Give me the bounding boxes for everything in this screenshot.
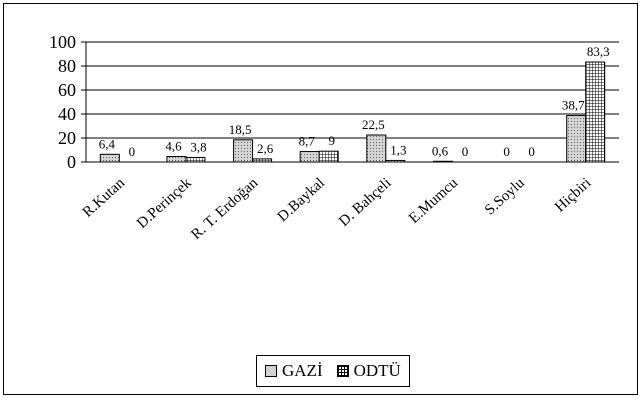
data-label: 3,8: [190, 139, 206, 154]
bar-gazi: [566, 115, 587, 163]
bar-gazi: [432, 160, 453, 163]
data-label: 83,3: [587, 44, 610, 59]
x-tick-label: D. Bahçeli: [336, 175, 394, 230]
data-label: 1,3: [390, 142, 406, 157]
data-label: 38,7: [562, 98, 585, 113]
y-tick-label: 20: [58, 128, 76, 148]
bar-odtu: [585, 61, 606, 163]
x-tick-label: Hiçbiri: [552, 175, 594, 215]
bar-odtu: [385, 159, 406, 163]
x-tick-label: R. T. Erdoğan: [188, 175, 261, 243]
data-label: 6,4: [99, 136, 116, 151]
y-tick-label: 0: [67, 152, 76, 172]
data-label: 0: [462, 144, 469, 159]
bar-odtu: [318, 150, 339, 163]
legend-label-gazi: GAZİ: [282, 361, 323, 380]
y-tick-label: 80: [58, 56, 76, 76]
x-tick-label: R.Kutan: [80, 175, 129, 221]
legend: GAZİ ODTÜ: [256, 355, 410, 387]
data-label: 0: [129, 144, 136, 159]
data-label: 9: [328, 133, 335, 148]
bar-gazi: [99, 153, 120, 163]
bar-odtu: [252, 158, 273, 163]
data-label: 4,6: [165, 138, 182, 153]
y-tick-label: 100: [49, 32, 76, 52]
data-label: 22,5: [362, 117, 385, 132]
data-label: 8,7: [299, 134, 316, 149]
chart-frame: 0 20 40 60 80 100 6,4 0 4,6 3,8 18,5 2,6 8,7 9 22,5 1,…: [3, 3, 638, 395]
legend-label-odtu: ODTÜ: [353, 361, 401, 380]
bar-gazi: [166, 155, 187, 163]
bar-gazi: [299, 151, 320, 163]
data-label: 0: [528, 144, 535, 159]
y-tick-label: 40: [58, 104, 76, 124]
x-tick-label: D.Perinçek: [134, 175, 195, 232]
legend-item-odtu: ODTÜ: [336, 361, 401, 381]
bar-gazi: [233, 139, 254, 163]
x-tick-label: E.Mumcu: [406, 175, 461, 227]
y-tick-label: 60: [58, 80, 76, 100]
bar-chart: 0 20 40 60 80 100 6,4 0 4,6 3,8 18,5 2,6 8,7 9 22,5 1,…: [49, 32, 619, 243]
x-tick-label: S.Soylu: [482, 175, 528, 219]
odtu-swatch-icon: [336, 365, 349, 377]
bar-gazi: [366, 134, 387, 163]
data-label: 0: [503, 144, 510, 159]
data-label: 0,6: [432, 143, 449, 158]
legend-item-gazi: GAZİ: [265, 361, 323, 381]
gazi-swatch-icon: [265, 365, 277, 377]
data-label: 18,5: [229, 122, 252, 137]
bar-odtu: [185, 156, 206, 163]
data-label: 2,6: [257, 141, 274, 156]
x-tick-label: D.Baykal: [275, 175, 328, 225]
